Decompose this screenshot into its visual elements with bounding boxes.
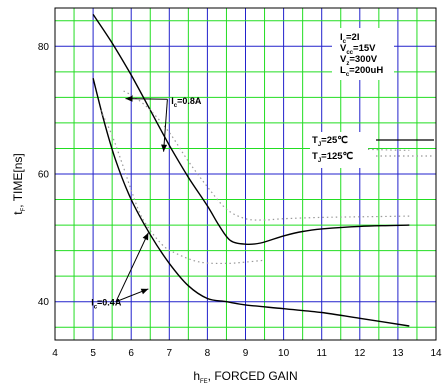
y-tick-label: 80	[38, 42, 50, 53]
x-tick-label: 14	[430, 348, 442, 359]
series-line-1	[92, 14, 410, 246]
y-axis-title: tF, TIME[ns]	[11, 153, 27, 214]
condition-label: Vz=300V	[340, 54, 378, 67]
y-axis-ticks: 40 60 80	[38, 42, 50, 308]
x-tick-label: 6	[128, 348, 134, 359]
x-tick-label: 9	[243, 348, 249, 359]
annotation-arrowhead	[125, 95, 133, 102]
chart-grid	[54, 8, 437, 340]
annotation-arrowhead	[161, 144, 168, 152]
legend-background	[310, 132, 368, 168]
x-axis-title-main: h	[193, 369, 200, 383]
x-tick-label: 7	[167, 348, 173, 359]
x-tick-label: 12	[354, 348, 366, 359]
x-tick-label: 4	[52, 348, 58, 359]
annotation-arrow	[163, 99, 168, 152]
annotation-arrow	[115, 232, 149, 302]
x-tick-label: 11	[317, 348, 328, 359]
x-tick-label: 8	[205, 348, 211, 359]
plot-frame	[54, 7, 437, 341]
x-axis-ticks: 4 5 6 7 8 9 10 11 12 13 14	[52, 348, 442, 359]
legend-entry-label: TJ=125℃	[312, 151, 354, 164]
series-line-5	[340, 147, 410, 151]
x-tick-label: 10	[278, 348, 290, 359]
chart-series	[92, 14, 410, 327]
x-tick-label: 13	[392, 348, 404, 359]
annotation-arrowhead	[140, 288, 149, 295]
y-axis-title-rest: , TIME[ns]	[11, 153, 25, 207]
y-axis-title-sub: F	[21, 207, 27, 211]
x-tick-label: 5	[90, 348, 96, 359]
condition-label: Vcc=15V	[340, 43, 376, 56]
x-axis-title-sub: FE	[200, 379, 208, 385]
series-line-3	[123, 90, 410, 221]
condition-label: Ic=2I	[340, 32, 359, 45]
y-axis-title-main: t	[11, 211, 25, 215]
annotation-label: Ic=0.8A	[171, 96, 202, 109]
y-tick-label: 60	[38, 170, 50, 181]
chart-annotations: Ic=0.8A Ic=0.4A	[91, 95, 202, 311]
conditions-box	[332, 28, 394, 80]
annotation-label: Ic=0.4A	[91, 298, 122, 311]
legend-entry-label: TJ=25℃	[312, 135, 348, 148]
series-line-2	[92, 78, 410, 327]
condition-label: Lc=200uH	[340, 65, 383, 78]
x-axis-title: hFE, FORCED GAIN	[193, 369, 297, 385]
y-tick-label: 40	[38, 297, 50, 308]
annotation-arrowhead	[142, 232, 149, 241]
x-axis-title-rest: , FORCED GAIN	[208, 369, 298, 383]
